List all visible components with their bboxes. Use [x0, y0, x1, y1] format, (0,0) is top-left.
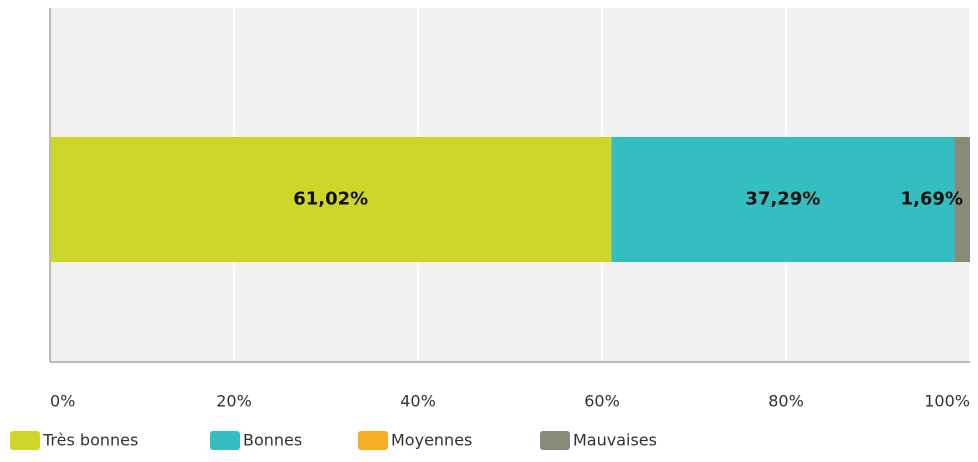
legend-swatch — [358, 431, 388, 450]
value-label: 37,29% — [745, 189, 820, 210]
x-tick-label: 100% — [924, 392, 970, 411]
legend-label: Très bonnes — [42, 431, 138, 450]
x-tick-label: 0% — [50, 392, 75, 411]
legend-swatch — [540, 431, 570, 450]
bar-segment — [611, 137, 955, 262]
legend-swatch — [10, 431, 40, 450]
legend-label: Moyennes — [391, 431, 472, 450]
bar-segment — [954, 137, 970, 262]
x-tick-label: 60% — [584, 392, 620, 411]
legend-label: Bonnes — [243, 431, 302, 450]
legend-label: Mauvaises — [573, 431, 657, 450]
value-label: 1,69% — [901, 189, 963, 210]
x-tick-label: 20% — [216, 392, 252, 411]
legend-swatch — [210, 431, 240, 450]
x-tick-label: 40% — [400, 392, 436, 411]
x-tick-label: 80% — [768, 392, 804, 411]
bar-segment — [50, 137, 612, 262]
value-label: 61,02% — [293, 189, 368, 210]
